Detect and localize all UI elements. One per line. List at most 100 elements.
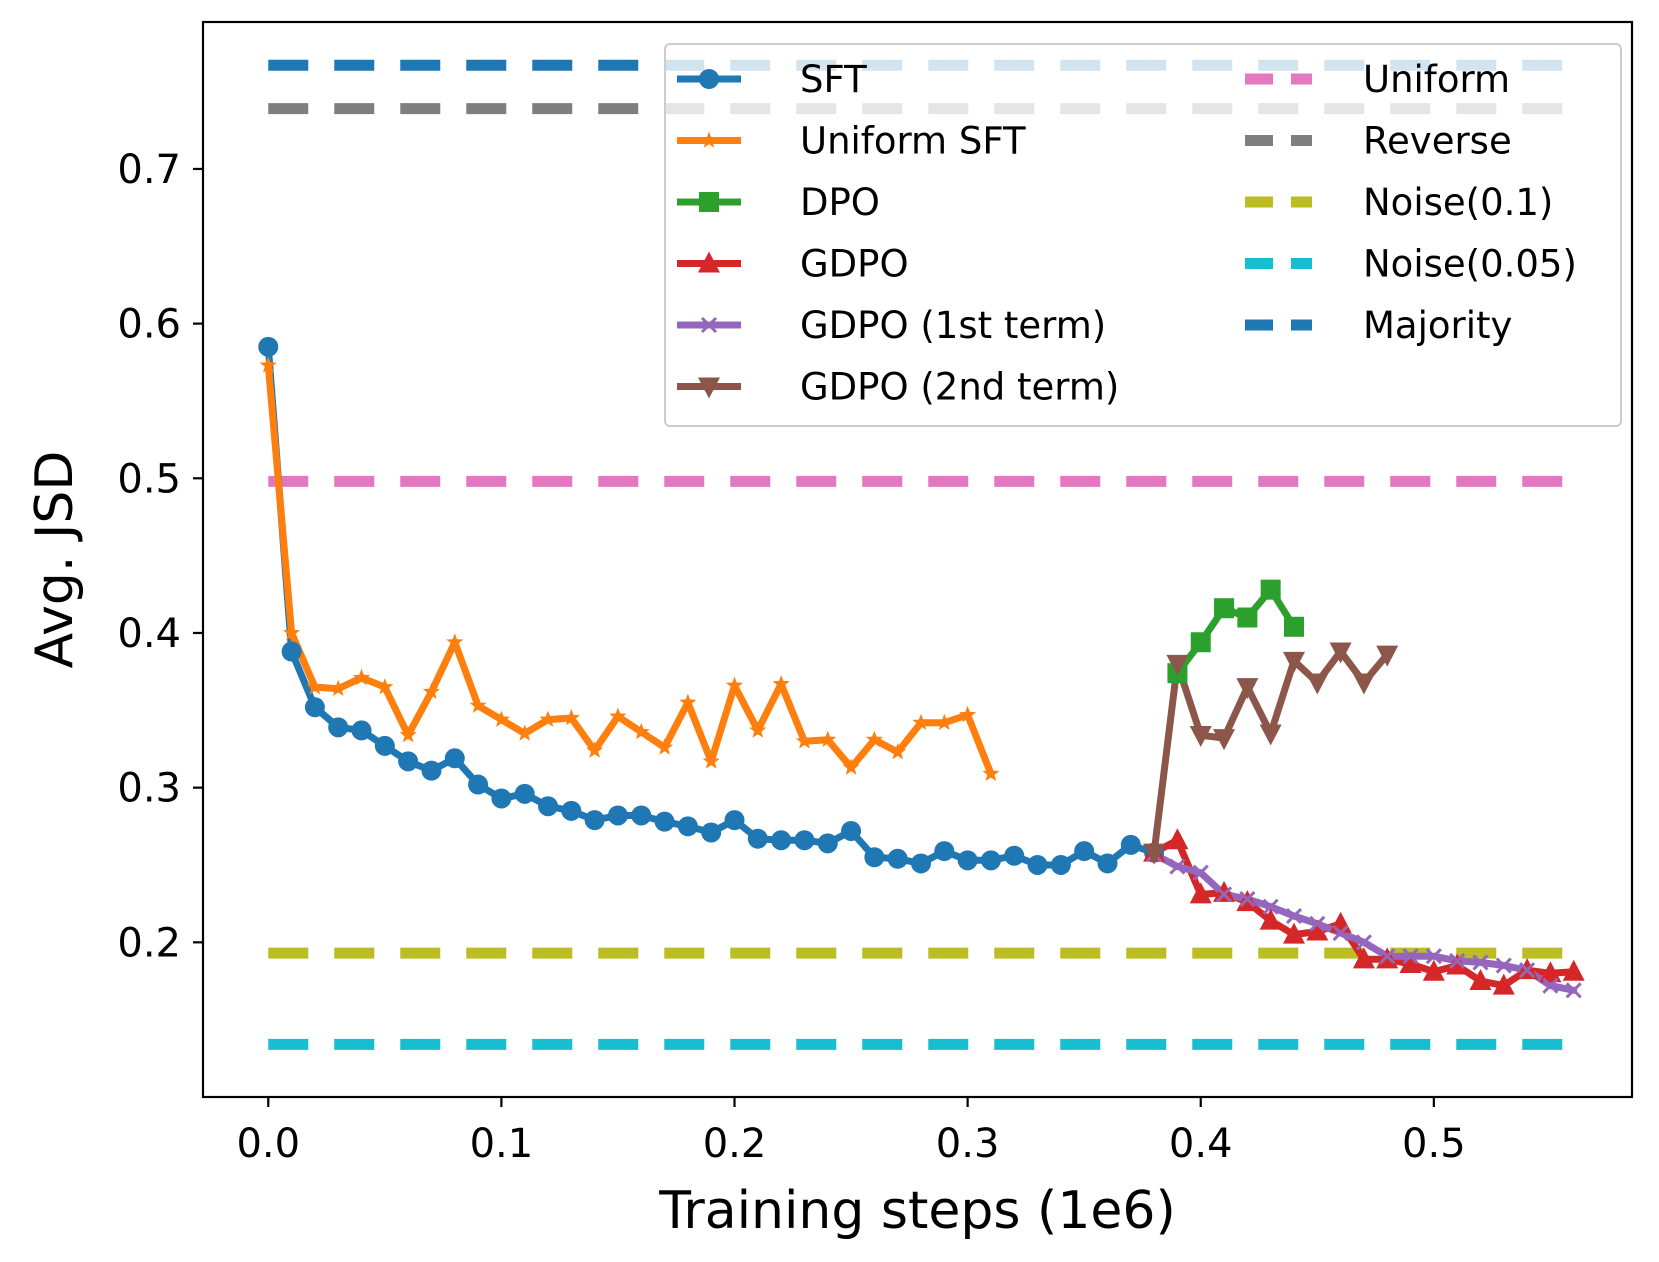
x-tick-label: 0.5 — [1402, 1121, 1466, 1167]
data-point-gdpo — [1399, 951, 1422, 973]
data-point-uniform-sft — [422, 682, 440, 699]
data-point-uniform-sft — [656, 738, 674, 755]
data-point-uniform-sft — [679, 693, 697, 710]
data-point-gdpo — [1469, 968, 1492, 990]
data-point-sft — [677, 816, 698, 837]
data-point-sft — [538, 796, 559, 817]
data-point-gdpo — [1259, 908, 1282, 930]
data-point-sft — [817, 833, 838, 854]
data-point-uniform-sft — [306, 678, 324, 695]
data-point-gdpo-2nd-term — [1236, 678, 1259, 700]
data-point-uniform-sft — [819, 730, 837, 747]
data-point-sft — [1120, 834, 1141, 855]
data-point-gdpo — [1422, 959, 1445, 981]
plot-frame — [201, 20, 1634, 1099]
data-point-sft — [1074, 841, 1095, 862]
legend-marker-dpo — [699, 192, 719, 212]
data-point-dpo — [1190, 632, 1211, 653]
data-point-sft — [328, 717, 349, 738]
data-point-uniform-sft — [725, 676, 744, 693]
legend-marker-uniform-sft — [700, 131, 718, 148]
data-point-sft — [794, 830, 815, 851]
x-axis-label: Training steps (1e6) — [658, 1181, 1176, 1241]
legend-label-reverse: Reverse — [1363, 120, 1512, 163]
data-point-sft — [771, 830, 792, 851]
data-point-gdpo-1st-term — [1402, 948, 1419, 965]
data-point-gdpo-2nd-term — [1329, 642, 1352, 664]
data-point-uniform-sft — [982, 764, 1000, 781]
data-point-dpo — [1237, 607, 1258, 628]
data-point-sft — [351, 720, 372, 741]
data-point-uniform-sft — [259, 356, 277, 373]
data-point-dpo — [1260, 579, 1281, 600]
legend-marker-gdpo-2nd-term — [698, 377, 720, 399]
data-point-uniform-sft — [749, 721, 767, 738]
legend-box — [664, 43, 1622, 427]
data-point-uniform-sft — [795, 732, 813, 749]
legend-label-gdpo: GDPO — [800, 243, 909, 286]
data-point-uniform-sft — [959, 705, 977, 723]
data-point-uniform-sft — [516, 724, 534, 741]
data-point-sft — [841, 820, 862, 841]
axes: 0.0 0.1 0.2 0.3 0.4 0.5 0.2 0.3 0.4 0.5 0.6 0.7 — [117, 20, 1634, 1167]
data-point-gdpo — [1562, 959, 1585, 981]
y-tick-label: 0.3 — [117, 766, 181, 812]
data-point-sft — [1027, 854, 1048, 875]
data-point-sft — [304, 697, 325, 718]
data-point-sft — [747, 828, 768, 849]
data-point-uniform-sft — [702, 752, 720, 769]
data-point-gdpo-1st-term — [1449, 952, 1466, 969]
data-point-gdpo — [1446, 953, 1469, 975]
y-tick-label: 0.5 — [117, 456, 181, 502]
data-point-uniform-sft — [912, 713, 930, 730]
data-point-uniform-sft — [353, 668, 371, 686]
data-point-gdpo — [1189, 882, 1212, 904]
data-point-gdpo — [1539, 961, 1562, 983]
data-point-gdpo-1st-term — [1309, 915, 1326, 932]
legend-label-dpo: DPO — [800, 181, 880, 224]
data-point-sft — [398, 751, 419, 772]
y-axis-label: Avg. JSD — [25, 451, 85, 669]
data-point-gdpo-1st-term — [1215, 886, 1233, 903]
data-point-gdpo-1st-term — [1262, 898, 1279, 915]
data-point-gdpo — [1166, 828, 1189, 850]
data-point-uniform-sft — [842, 758, 860, 775]
legend-label-sft: SFT — [800, 58, 867, 101]
x-tick-label: 0.1 — [470, 1121, 534, 1167]
data-point-sft — [887, 848, 908, 869]
y-tick-label: 0.7 — [117, 147, 181, 193]
data-point-gdpo — [1352, 947, 1375, 969]
data-point-sft — [957, 850, 978, 871]
data-point-gdpo-2nd-term — [1143, 843, 1166, 865]
data-point-sft — [258, 336, 279, 357]
legend-label-noise-0-1: Noise(0.1) — [1363, 181, 1553, 224]
data-point-sft — [584, 810, 605, 831]
legend-marker-gdpo — [698, 251, 720, 273]
data-point-dpo — [1283, 616, 1304, 637]
data-point-uniform-sft — [865, 730, 883, 747]
data-point-uniform-sft — [772, 675, 790, 692]
data-point-sft — [701, 822, 722, 843]
data-point-gdpo-1st-term — [1332, 924, 1349, 942]
data-point-dpo — [1214, 598, 1235, 619]
data-point-gdpo-2nd-term — [1376, 645, 1399, 667]
data-point-sft — [910, 853, 931, 874]
data-point-gdpo-1st-term — [1542, 977, 1559, 994]
data-point-gdpo — [1492, 973, 1515, 995]
data-point-uniform-sft — [539, 710, 557, 727]
data-point-gdpo-2nd-term — [1166, 654, 1189, 676]
data-point-uniform-sft — [562, 709, 580, 726]
data-point-gdpo — [1213, 880, 1236, 902]
x-tick-label: 0.3 — [936, 1121, 1000, 1167]
data-point-gdpo-2nd-term — [1259, 724, 1282, 746]
data-point-gdpo-1st-term — [1495, 957, 1512, 974]
data-point-gdpo-1st-term — [1239, 890, 1256, 908]
legend-label-gdpo-2nd-term: GDPO (2nd term) — [800, 366, 1119, 409]
data-point-sft — [607, 805, 628, 826]
y-tick-label: 0.2 — [117, 920, 181, 966]
data-point-sft — [1050, 854, 1071, 875]
data-point-sft — [980, 850, 1001, 871]
data-point-uniform-sft — [469, 696, 487, 713]
data-point-uniform-sft — [399, 726, 417, 743]
